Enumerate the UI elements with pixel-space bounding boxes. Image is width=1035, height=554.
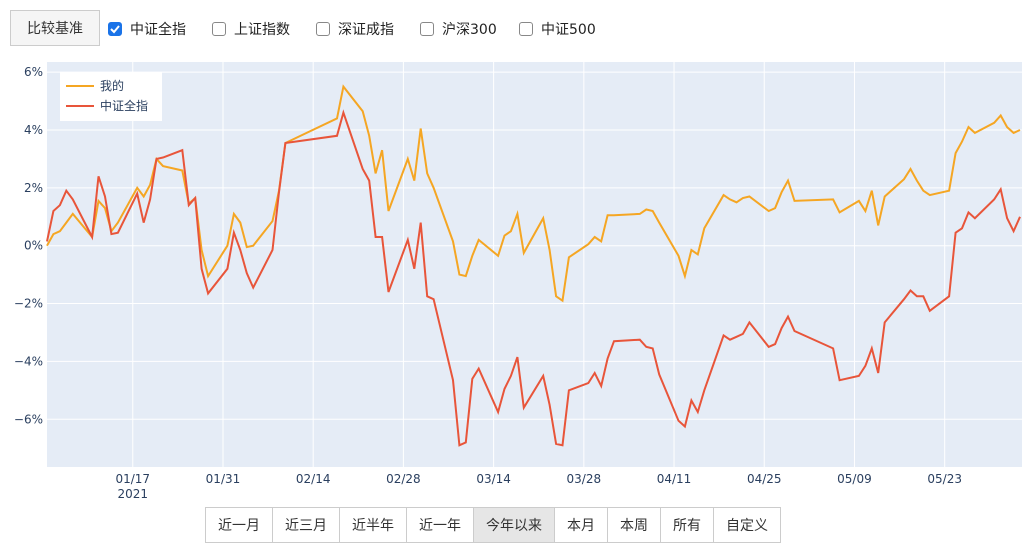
range-button[interactable]: 自定义 xyxy=(714,507,781,543)
x-tick-label: 04/25 xyxy=(747,472,782,486)
check-icon xyxy=(110,25,120,34)
benchmark-checkbox[interactable]: 沪深300 xyxy=(420,18,497,40)
x-tick-label: 03/14 xyxy=(476,472,511,486)
y-tick-label: 6% xyxy=(24,65,43,79)
x-tick-label: 05/23 xyxy=(927,472,962,486)
benchmark-checkbox[interactable]: 上证指数 xyxy=(212,18,290,40)
range-button[interactable]: 本周 xyxy=(608,507,661,543)
x-tick-label: 02/28 xyxy=(386,472,421,486)
range-button[interactable]: 近一月 xyxy=(205,507,273,543)
benchmark-label[interactable]: 中证全指 xyxy=(130,22,186,38)
x-tick-label: 01/31 xyxy=(206,472,241,486)
range-buttons: 近一月 近三月 近半年 近一年 今年以来 本月 本周 所有 自定义 xyxy=(205,507,781,543)
series-line xyxy=(46,109,1021,447)
benchmark-checkbox[interactable]: 中证全指 xyxy=(108,18,186,40)
range-button[interactable]: 本月 xyxy=(555,507,608,543)
legend-label: 我的 xyxy=(100,78,124,93)
checkbox[interactable] xyxy=(420,22,434,36)
plot-background xyxy=(47,62,1022,467)
x-tick-label: 05/09 xyxy=(837,472,872,486)
benchmark-label[interactable]: 上证指数 xyxy=(234,22,290,38)
legend-label: 中证全指 xyxy=(100,98,148,113)
benchmark-checkbox[interactable]: 深证成指 xyxy=(316,18,394,40)
range-button[interactable]: 近半年 xyxy=(340,507,407,543)
x-tick-label: 03/28 xyxy=(567,472,602,486)
y-tick-label: −4% xyxy=(14,354,43,368)
y-tick-label: 4% xyxy=(24,123,43,137)
x-tick-label: 01/17 xyxy=(115,472,150,486)
compare-button[interactable]: 比较基准 xyxy=(10,10,100,46)
x-year-label: 2021 xyxy=(117,487,148,501)
y-tick-label: 0% xyxy=(24,239,43,253)
checkbox[interactable] xyxy=(316,22,330,36)
y-tick-label: 2% xyxy=(24,181,43,195)
toolbar: 比较基准 中证全指 上证指数 深证成指 沪深300 中证500 xyxy=(0,0,1035,56)
checkbox[interactable] xyxy=(519,22,533,36)
range-button[interactable]: 近三月 xyxy=(273,507,340,543)
range-button[interactable]: 所有 xyxy=(661,507,714,543)
y-tick-label: −6% xyxy=(14,412,43,426)
x-tick-label: 02/14 xyxy=(296,472,331,486)
benchmark-label[interactable]: 中证500 xyxy=(541,22,596,38)
checkbox[interactable] xyxy=(212,22,226,36)
benchmark-label[interactable]: 沪深300 xyxy=(442,22,497,38)
range-button[interactable]: 近一年 xyxy=(407,507,474,543)
checkbox[interactable] xyxy=(108,22,122,36)
x-tick-label: 04/11 xyxy=(657,472,692,486)
benchmark-checkbox[interactable]: 中证500 xyxy=(519,18,596,40)
benchmark-label[interactable]: 深证成指 xyxy=(338,22,394,38)
range-button[interactable]: 今年以来 xyxy=(474,507,555,543)
legend-box xyxy=(60,72,162,121)
y-tick-label: −2% xyxy=(14,297,43,311)
